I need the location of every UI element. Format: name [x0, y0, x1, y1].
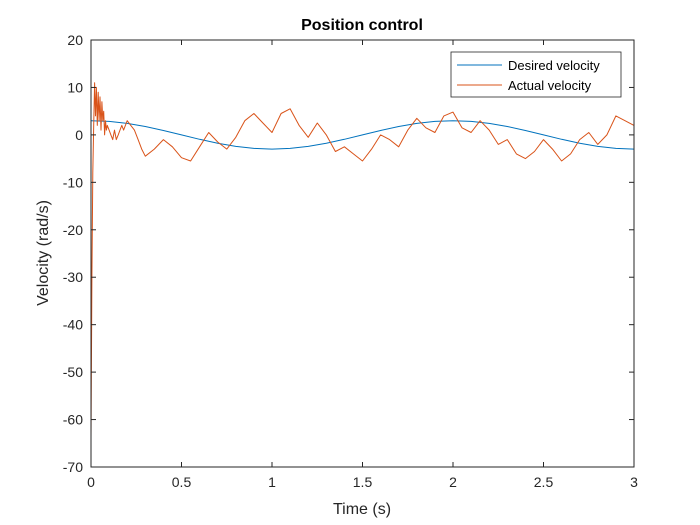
x-tick-label: 3: [630, 474, 638, 490]
legend: Desired velocity Actual velocity: [450, 51, 622, 98]
legend-label-desired-velocity: Desired velocity: [508, 58, 600, 73]
x-tick-label: 1: [268, 474, 276, 490]
x-tick-label: 2.5: [534, 474, 554, 490]
chart-title: Position control: [301, 17, 423, 34]
series-line-desired-velocity: [90, 120, 635, 150]
y-tick-label: -20: [63, 222, 83, 238]
series-layer: [90, 82, 635, 439]
y-axis-label: Velocity (rad/s): [35, 200, 52, 306]
y-tick-label: -30: [63, 269, 83, 285]
y-tick-label: -40: [63, 317, 83, 333]
x-tick-label: 0.5: [172, 474, 192, 490]
y-tick-label: -50: [63, 364, 83, 380]
x-tick-label: 2: [449, 474, 457, 490]
y-tick-label: -10: [63, 174, 83, 190]
y-tick-label: 0: [75, 127, 83, 143]
y-tick-label: -60: [63, 412, 83, 428]
legend-box: [450, 51, 622, 98]
y-tick-label: 20: [67, 32, 83, 48]
ticks-layer: 0 0.5 1 1.5 2 2.5 3 -70 -60 -50 -40 -30 -20 -10 0 10 20: [63, 32, 638, 490]
plot-area: [91, 40, 634, 467]
series-line-actual-velocity: [90, 82, 635, 439]
x-axis-label: Time (s): [333, 501, 391, 518]
x-tick-label: 0: [87, 474, 95, 490]
legend-label-actual-velocity: Actual velocity: [508, 78, 592, 93]
y-tick-label: 10: [67, 79, 83, 95]
x-tick-label: 1.5: [353, 474, 373, 490]
y-tick-label: -70: [63, 459, 83, 475]
